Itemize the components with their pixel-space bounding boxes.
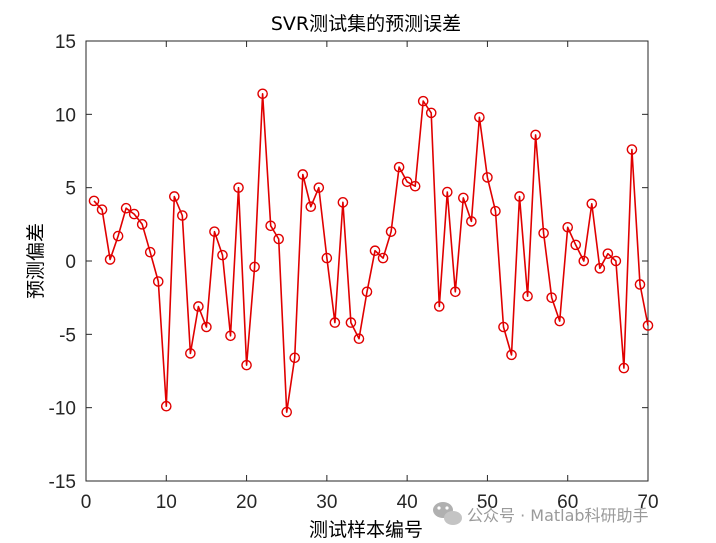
y-tick-label: 0	[65, 252, 76, 273]
x-tick-label: 70	[637, 492, 658, 513]
y-tick-label: 10	[55, 105, 76, 126]
data-point	[104, 254, 116, 265]
data-point	[642, 320, 654, 331]
y-axis-label: 预测偏差	[25, 223, 47, 299]
data-point	[96, 204, 108, 215]
data-point	[610, 255, 622, 267]
data-point	[144, 246, 156, 258]
data-point	[337, 197, 349, 208]
x-axis-label: 测试样本编号	[309, 519, 423, 541]
data-point	[112, 230, 124, 242]
y-tick-label: -15	[49, 472, 76, 493]
data-point	[265, 220, 276, 232]
watermark-text: 公众号 · Matlab科研助手	[467, 506, 649, 525]
data-point	[482, 172, 493, 183]
x-tick-label: 60	[557, 492, 578, 513]
data-point	[586, 198, 598, 210]
data-point	[321, 252, 333, 264]
data-point	[409, 180, 421, 192]
data-point	[530, 129, 541, 141]
y-tick-label: -10	[49, 399, 76, 420]
series-line	[93, 93, 649, 413]
data-point	[209, 226, 220, 237]
data-point	[433, 301, 445, 312]
data-point	[345, 317, 357, 328]
data-point	[128, 208, 140, 220]
data-point	[490, 205, 501, 217]
data-point	[522, 290, 533, 302]
data-point	[506, 349, 517, 361]
data-point	[201, 321, 212, 333]
data-point	[120, 202, 132, 214]
x-tick-label: 20	[236, 492, 257, 513]
data-point	[393, 161, 405, 173]
data-point	[193, 301, 204, 312]
data-point	[618, 362, 630, 374]
data-point	[554, 315, 565, 327]
x-tick-label: 10	[156, 492, 177, 513]
data-point	[233, 182, 244, 193]
data-point	[385, 226, 397, 237]
data-point	[514, 191, 525, 202]
data-point	[88, 195, 100, 207]
x-tick-label: 0	[81, 492, 92, 513]
data-point	[217, 249, 228, 261]
data-point	[562, 221, 574, 233]
data-point	[450, 286, 461, 298]
data-point	[538, 227, 549, 239]
data-point	[329, 317, 341, 328]
data-point	[152, 276, 164, 287]
data-point	[602, 248, 614, 259]
chart-title: SVR测试集的预测误差	[271, 13, 461, 35]
data-point	[466, 216, 477, 227]
data-point	[474, 111, 485, 123]
data-point	[570, 239, 582, 251]
data-point	[594, 263, 606, 274]
data-point	[160, 400, 172, 412]
data-point	[305, 201, 317, 213]
wechat-icon	[433, 502, 462, 525]
x-axis: 0 10 20 30 40 50 60 70	[81, 41, 659, 513]
x-tick-label: 40	[397, 492, 418, 513]
data-point	[369, 245, 381, 257]
data-point	[441, 186, 453, 198]
data-point	[313, 182, 325, 193]
data-point	[185, 348, 196, 359]
x-tick-label: 50	[477, 492, 498, 513]
data-point	[169, 191, 180, 202]
data-point	[297, 169, 309, 180]
plot-area	[85, 40, 649, 482]
data-point	[626, 144, 638, 155]
y-axis: -15 -10 -5 0 5 10 15	[49, 32, 648, 493]
data-point	[289, 352, 301, 364]
error-series	[88, 88, 654, 418]
data-point	[241, 359, 252, 371]
data-point	[361, 286, 373, 298]
x-tick-label: 30	[316, 492, 337, 513]
data-point	[136, 219, 148, 230]
data-point	[498, 321, 509, 333]
y-tick-label: 15	[55, 32, 76, 53]
data-point	[281, 406, 293, 418]
data-point	[257, 88, 268, 100]
data-point	[249, 261, 260, 273]
data-point	[425, 107, 437, 119]
data-point	[273, 233, 284, 245]
data-point	[225, 330, 236, 342]
y-tick-label: 5	[65, 179, 76, 200]
data-point	[634, 279, 646, 290]
data-point	[401, 176, 413, 188]
data-point	[353, 333, 365, 345]
data-point	[458, 192, 469, 204]
data-point	[578, 255, 590, 267]
data-point	[546, 292, 557, 303]
data-point	[177, 210, 188, 221]
data-point	[377, 252, 389, 264]
watermark: 公众号 · Matlab科研助手	[433, 502, 649, 525]
y-tick-label: -5	[59, 325, 76, 346]
data-point	[417, 95, 429, 107]
